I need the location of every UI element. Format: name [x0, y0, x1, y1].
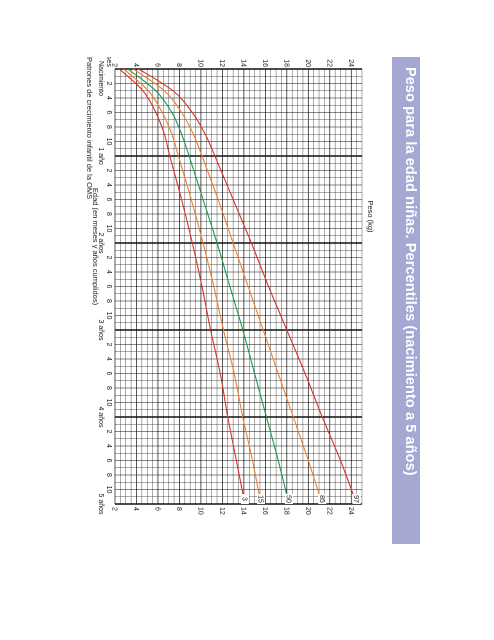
year-label: 5 años [97, 493, 104, 515]
percentile-label-50: 50 [284, 495, 291, 503]
percentile-label-bg-97 [352, 494, 361, 504]
y-tick-label: 10 [196, 507, 203, 515]
x-tick-label: 10 [105, 399, 112, 407]
percentile-label-15: 15 [257, 495, 264, 503]
y-tick-label: 18 [282, 59, 289, 67]
percentile-line-15 [123, 68, 262, 505]
x-tick-label: 10 [105, 138, 112, 146]
y-tick-label: 4 [132, 63, 139, 67]
y-tick-label: 22 [325, 59, 332, 67]
grid-minor [115, 69, 363, 504]
x-tick-label: 8 [105, 299, 112, 303]
y-tick-label: 20 [304, 59, 311, 67]
percentile-label-bg-15 [257, 494, 266, 504]
percentile-label-97: 97 [352, 495, 359, 503]
y-tick-label: 2 [111, 63, 118, 67]
y-tick-label: 16 [261, 59, 268, 67]
percentile-label-bg-3 [240, 494, 249, 504]
footer-note: Patrones de crecimiento infantil de la O… [85, 57, 94, 200]
growth-chart: 2244668810101212141416161818202022222424… [92, 57, 375, 515]
grid-major [114, 68, 362, 505]
y-tick-label: 6 [153, 507, 160, 511]
percentile-end-labels: 3 15 50 85 97 [240, 494, 361, 504]
year-label: 2 años [97, 232, 104, 254]
y-tick-label: 14 [239, 507, 246, 515]
percentile-line-85 [132, 68, 323, 505]
y-tick-label: 14 [239, 59, 246, 67]
percentile-line-50 [127, 68, 290, 505]
year-label: Nacimiento [97, 61, 104, 96]
percentile-label-3: 3 [240, 497, 247, 501]
y-axis-label: Peso (kg) [366, 200, 375, 233]
y-tick-label: 8 [175, 63, 182, 67]
y-tick-label: 16 [261, 507, 268, 515]
x-tick-label: 6 [105, 111, 112, 115]
y-tick-label: 8 [175, 507, 182, 511]
y-tick-label: 18 [282, 507, 289, 515]
y-tick-label: 12 [218, 59, 225, 67]
percentile-label-85: 85 [318, 495, 325, 503]
percentile-line-3 [118, 68, 246, 505]
year-label: 4 años [97, 406, 104, 428]
x-axis-label: Edad (en meses y años cumplidos) [92, 188, 100, 306]
title-banner: Peso para la edad niñas. Percentiles (na… [392, 57, 420, 544]
x-tick-label: 8 [105, 212, 112, 216]
y-tick-label: 6 [153, 63, 160, 67]
chart-title: Peso para la edad niñas. Percentiles (na… [402, 67, 418, 476]
year-label: 1 año [97, 147, 104, 165]
x-tick-label: 8 [105, 125, 112, 129]
percentile-label-bg-85 [318, 494, 327, 504]
months-unit-label: Meses [105, 57, 114, 67]
y-tick-label: 2 [111, 507, 118, 511]
y-tick-label: 24 [347, 59, 354, 67]
x-tick-label: 2 [105, 169, 112, 173]
x-tick-label: 8 [105, 473, 112, 477]
y-tick-label: 24 [347, 507, 354, 515]
tick-labels: 2244668810101212141416161818202022222424… [97, 59, 354, 515]
x-tick-label: 4 [105, 444, 112, 448]
y-tick-label: 4 [132, 507, 139, 511]
x-tick-label: 2 [105, 430, 112, 434]
x-tick-label: 6 [105, 198, 112, 202]
x-tick-label: 2 [105, 343, 112, 347]
x-tick-label: 6 [105, 459, 112, 463]
y-tick-label: 12 [218, 507, 225, 515]
y-tick-label: 20 [304, 507, 311, 515]
x-tick-label: 4 [105, 183, 112, 187]
x-tick-label: 6 [105, 372, 112, 376]
percentile-label-bg-50 [284, 494, 293, 504]
percentile-line-97 [138, 68, 358, 505]
x-tick-label: 4 [105, 357, 112, 361]
x-tick-label: 10 [105, 225, 112, 233]
x-tick-label: 2 [105, 82, 112, 86]
year-label: 3 años [97, 319, 104, 341]
x-tick-label: 2 [105, 256, 112, 260]
x-tick-label: 4 [105, 96, 112, 100]
x-tick-label: 10 [105, 312, 112, 320]
x-tick-label: 10 [105, 486, 112, 494]
x-tick-label: 4 [105, 270, 112, 274]
percentile-lines [118, 68, 358, 505]
y-tick-label: 10 [196, 59, 203, 67]
y-tick-label: 22 [325, 507, 332, 515]
x-tick-label: 8 [105, 386, 112, 390]
rotated-chart-sheet: Peso para la edad niñas. Percentiles (na… [80, 57, 420, 544]
x-tick-label: 6 [105, 285, 112, 289]
